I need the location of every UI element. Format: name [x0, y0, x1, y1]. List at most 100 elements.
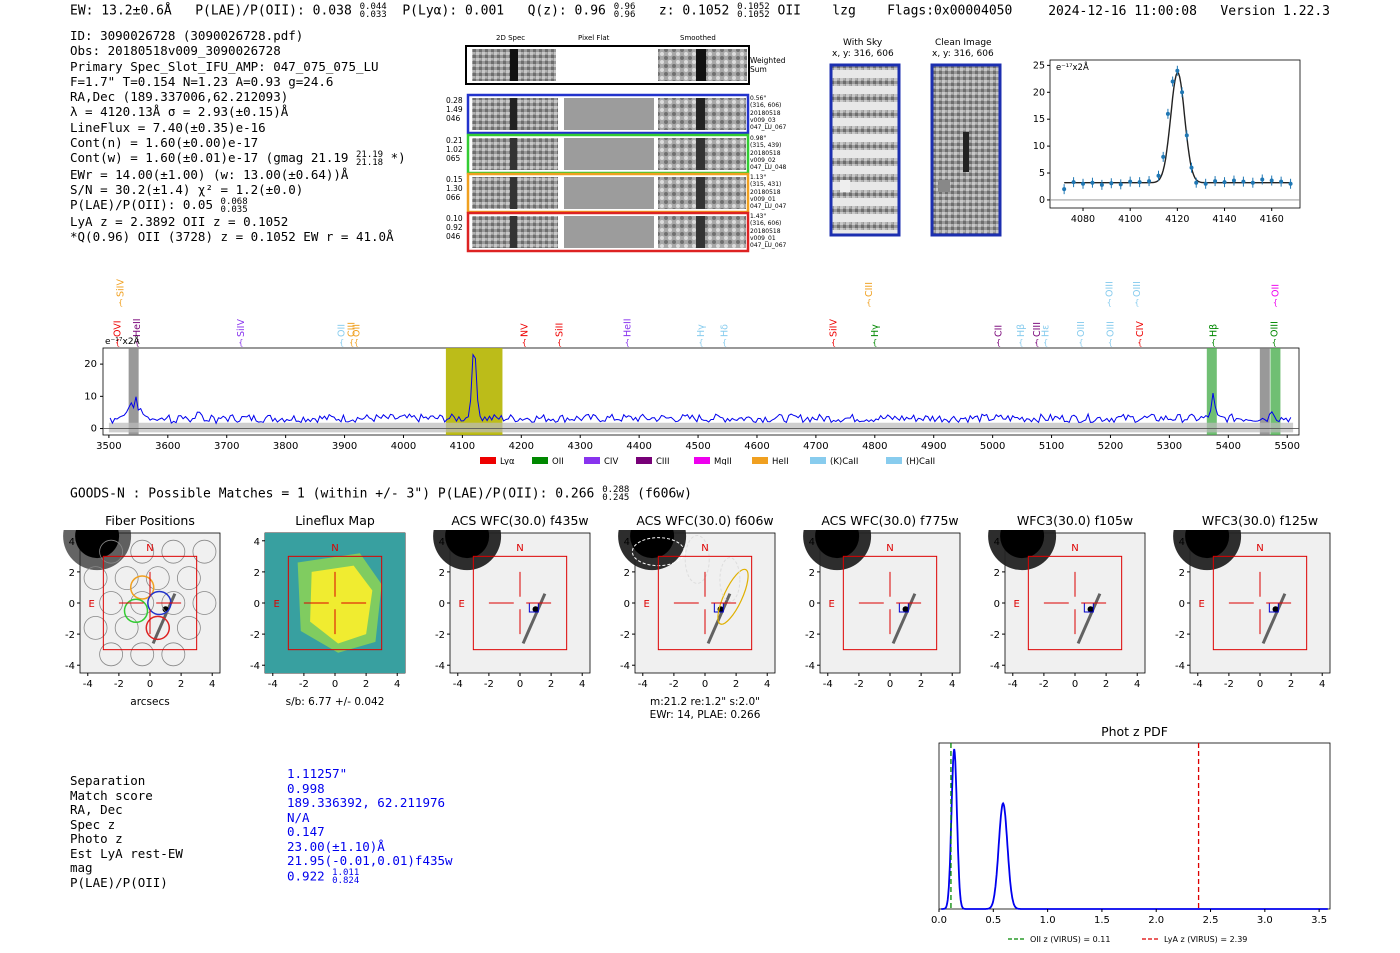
pdf-x-tick-label: 2.0	[1148, 915, 1164, 926]
spectrum-x-tick-label: 4200	[509, 441, 534, 452]
info-lya: LyA z = 2.3892 OII z = 0.1052	[70, 213, 289, 229]
spectral-line-bracket: {	[872, 338, 877, 347]
spectral-line-bracket: {	[1211, 338, 1216, 347]
zoom-data-point	[1081, 181, 1086, 186]
panel-y-tick-label: 4	[1179, 537, 1185, 548]
spectral-line-bracket: {	[238, 338, 243, 347]
panel-y-tick-label: 2	[69, 568, 75, 579]
header-ew: EW: 13.2±0.6Å	[70, 3, 172, 19]
header-qz: Q(z): 0.96	[527, 3, 606, 19]
with-sky-title: With Sky	[843, 38, 883, 48]
cutout-row-2	[466, 133, 750, 175]
arc-feature	[521, 593, 547, 645]
panel-y-tick-label: -2	[250, 630, 260, 641]
east-label: E	[644, 599, 650, 610]
header-plae: P(LAE)/P(OII): 0.038	[195, 3, 352, 19]
panel-x-tick-label: 0	[887, 679, 893, 690]
header-bar: EW: 13.2±0.6Å P(LAE)/P(OII): 0.038 0.044…	[70, 2, 1012, 20]
panel-y-tick-label: 0	[439, 599, 445, 610]
pdf-line	[941, 748, 1328, 910]
panel-subtitle: arcsecs	[130, 696, 170, 708]
panel-x-tick-label: 4	[394, 679, 400, 690]
spectrum-line	[109, 353, 1292, 425]
match-label: P(LAE)/P(OII)	[70, 874, 168, 890]
search-box	[842, 555, 938, 651]
panel-y-tick-label: 4	[254, 537, 260, 548]
header-right: 2024-12-16 11:00:08 Version 1.22.3	[1048, 4, 1330, 19]
panel-x-tick-label: 2	[363, 679, 369, 690]
spectrum-x-tick-label: 4600	[744, 441, 769, 452]
match-label: Separation	[70, 773, 146, 788]
panel-x-tick-label: 0	[1072, 679, 1078, 690]
spectral-line-label: SiIV	[236, 319, 247, 337]
legend-swatch	[584, 457, 600, 464]
cutout-grid	[465, 45, 750, 253]
zoom-data-point	[1241, 179, 1246, 184]
cutout-row-1	[466, 93, 750, 135]
spectrum-x-tick-label: 4400	[626, 441, 651, 452]
target-source	[902, 606, 909, 613]
spectrum-x-tick-label: 4000	[391, 441, 416, 452]
legend-swatch	[694, 457, 710, 464]
fiber-circle	[83, 566, 108, 591]
panel-y-tick-label: 0	[624, 599, 630, 610]
match-value: N/A	[287, 809, 310, 825]
spectral-line-bracket: {	[354, 338, 359, 347]
panel-y-tick-label: 2	[1179, 568, 1185, 579]
spectral-line-bracket: {	[1078, 338, 1083, 347]
panel-x-tick-label: -2	[484, 679, 494, 690]
east-label: E	[274, 599, 280, 610]
panel-title: Lineflux Map	[295, 513, 375, 528]
clean-xy: x, y: 316, 606	[932, 49, 994, 59]
legend-swatch	[636, 457, 652, 464]
header-plya: P(Lyα): 0.001	[402, 3, 505, 19]
spectral-line-bracket: {	[625, 338, 630, 347]
header-version: Version 1.22.3	[1220, 4, 1330, 19]
zoom-data-point	[1279, 179, 1284, 184]
spectrum-error-band	[108, 422, 1294, 433]
spectral-line-bracket: {	[349, 338, 354, 347]
bright-galaxy-core	[1185, 530, 1230, 559]
legend-swatch	[480, 457, 496, 464]
panel-x-tick-label: 4	[1134, 679, 1140, 690]
header-z-line: OII	[777, 3, 801, 19]
east-label: E	[1014, 599, 1020, 610]
with-sky-image	[829, 63, 901, 237]
panel-y-tick-label: 2	[254, 568, 260, 579]
panel-y-tick-label: 0	[1179, 599, 1185, 610]
zoom-data-point	[1203, 181, 1208, 186]
spectrum-x-tick-label: 3600	[155, 441, 180, 452]
zoom-data-point	[1175, 68, 1180, 73]
panel-y-tick-label: -4	[435, 661, 445, 672]
weighted-2d-line	[510, 49, 518, 81]
spectral-line-label: SiII	[555, 323, 566, 337]
zoom-data-point	[1288, 181, 1293, 186]
fiber-circle	[161, 539, 186, 564]
info-fwhm: F=1.7" T=0.154 N=1.23 A=0.93 g=24.6	[70, 73, 334, 89]
panel-image: N E -4 -2 0 2 4 4 2 0 -2 -4	[803, 530, 961, 690]
fiber-circle	[114, 566, 139, 591]
info-primary: Primary Spec_Slot_IFU_AMP: 047_075_075_L…	[70, 58, 379, 74]
panel-x-tick-label: 4	[209, 679, 215, 690]
spectral-line-bracket: {	[722, 338, 727, 347]
panel-y-tick-label: -4	[250, 661, 260, 672]
spectral-line-bracket: {	[118, 298, 123, 307]
info-id: ID: 3090026728 (3090026728.pdf)	[70, 28, 304, 43]
spectrum-x-tick-label: 3700	[214, 441, 239, 452]
panel-x-tick-label: 4	[764, 679, 770, 690]
spectral-line-label: Hγ	[870, 324, 881, 337]
north-label: N	[516, 543, 523, 554]
spectral-line-bracket: {	[1107, 298, 1112, 307]
panel-x-tick-label: -4	[1008, 679, 1018, 690]
header-z-range: 0.1052 0.1052	[737, 2, 770, 20]
zoom-data-point	[1071, 180, 1076, 185]
fiber-circle	[145, 566, 170, 591]
match-value: 21.95(-0.01,0.01)f435w	[287, 853, 453, 868]
match-value: 0.998	[287, 780, 325, 796]
panel-title: WFC3(30.0) f125w	[1201, 513, 1319, 528]
spectral-line-label: OIII	[1269, 321, 1280, 337]
weighted-sum-label: Weighted Sum	[750, 56, 786, 74]
panel-y-tick-label: 4	[69, 537, 75, 548]
north-label: N	[146, 543, 153, 554]
spectrum-line-mark	[1206, 348, 1217, 435]
